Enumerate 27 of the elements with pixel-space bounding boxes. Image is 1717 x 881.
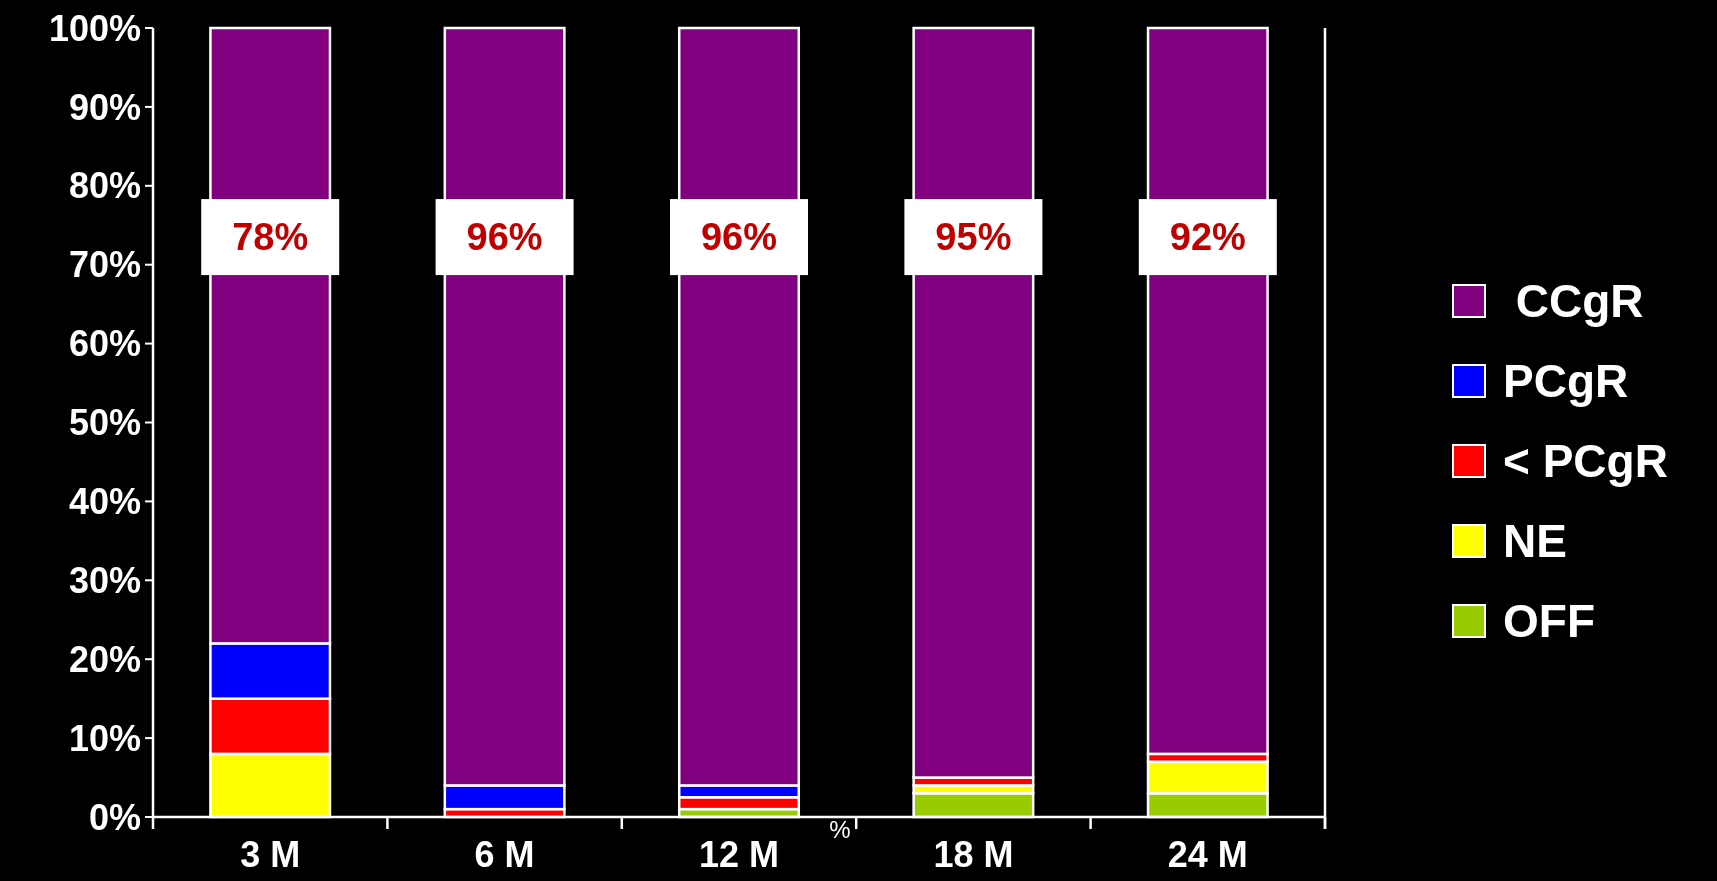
data-label: 95%: [935, 216, 1012, 259]
legend-label: < PCgR: [1503, 435, 1668, 488]
y-tick-label: 0%: [88, 796, 141, 838]
y-tick-label: 100%: [48, 7, 141, 49]
y-tick-label: 30%: [68, 559, 141, 601]
y-tick-label: 10%: [68, 717, 141, 759]
y-tick-label: 50%: [68, 402, 141, 444]
y-tick-label: 60%: [68, 323, 141, 365]
data-label: 78%: [232, 216, 309, 259]
annotation: %: [829, 816, 851, 843]
legend-label: NE: [1503, 515, 1567, 568]
x-tick-label: 6 M: [474, 834, 535, 875]
x-tick-label: 3 M: [240, 834, 301, 875]
y-tick-label: 40%: [68, 481, 141, 522]
x-tick-label: 24 M: [1167, 834, 1248, 875]
data-label: 92%: [1169, 216, 1246, 259]
y-tick-label: 70%: [68, 244, 141, 286]
legend-label: OFF: [1503, 595, 1595, 648]
y-tick-label: 90%: [68, 86, 141, 128]
x-tick-label: 12 M: [698, 834, 780, 875]
legend-label: PCgR: [1503, 355, 1629, 408]
data-label: 96%: [466, 216, 543, 259]
x-tick-label: 18 M: [933, 834, 1014, 875]
y-tick-label: 20%: [68, 638, 141, 680]
legend-label: CCgR: [1503, 275, 1644, 328]
y-tick-label: 80%: [68, 165, 141, 207]
data-label: 96%: [700, 216, 778, 259]
